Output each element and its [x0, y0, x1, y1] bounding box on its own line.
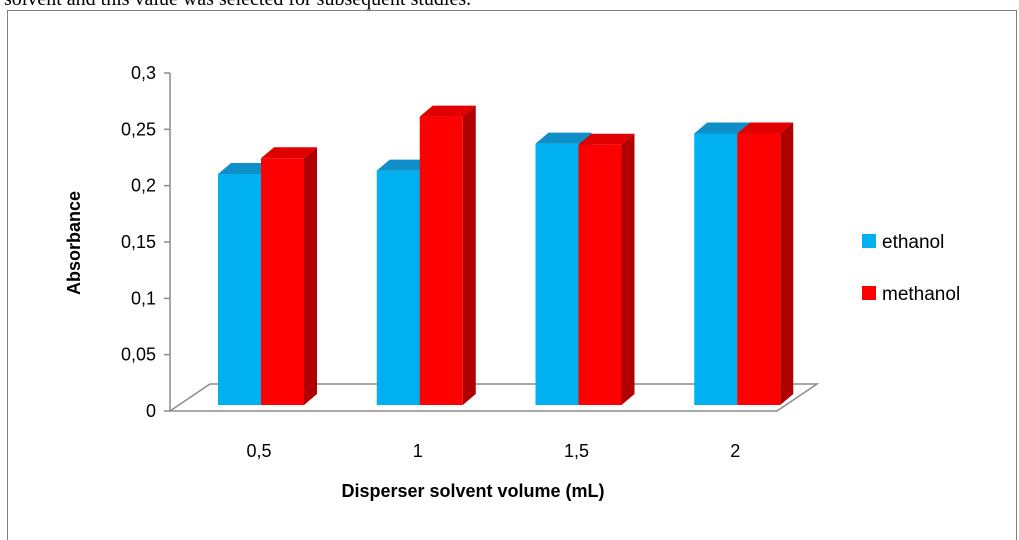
bar-top: [376, 159, 433, 171]
bar-front: [578, 144, 622, 406]
bar-front: [737, 133, 781, 405]
legend-label-methanol: methanol: [882, 284, 960, 305]
bar-top: [694, 122, 751, 134]
x-tick-label: 2: [730, 441, 740, 461]
y-tick-label: 0,15: [121, 232, 156, 252]
legend: ethanol methanol: [862, 232, 960, 305]
bar-front: [261, 158, 304, 405]
bar-side: [462, 105, 476, 405]
bar-top: [737, 122, 794, 134]
bar-top: [578, 133, 635, 145]
bar-methanol-1: [419, 105, 476, 405]
x-tick-label: 1: [413, 441, 423, 461]
caption-text: solvent and this value was selected for …: [4, 0, 1014, 11]
bar-front: [218, 174, 261, 405]
bar-front: [419, 116, 463, 405]
bar-methanol-0,5: [261, 147, 317, 405]
y-tick-label: 0,25: [121, 119, 156, 139]
bar-front: [694, 133, 738, 405]
bar-methanol-2: [737, 122, 794, 406]
legend-swatch-methanol: [862, 286, 876, 300]
legend-swatch-ethanol: [862, 234, 876, 248]
x-axis-ticks: 0,5 1 1,5 2: [246, 441, 740, 461]
x-tick-label: 1,5: [564, 441, 589, 461]
legend-label-ethanol: ethanol: [882, 232, 944, 253]
floor-plane: [167, 383, 820, 412]
y-axis-title: Absorbance: [64, 191, 84, 295]
bar-top: [419, 105, 476, 117]
bar-side: [780, 122, 794, 406]
bar-front: [376, 170, 420, 405]
bars: [218, 105, 794, 406]
y-tick-label: 0: [146, 401, 156, 421]
bar-side: [621, 133, 635, 406]
bar-side: [304, 147, 317, 405]
y-tick-label: 0,1: [131, 288, 156, 308]
chart-floor: [167, 383, 820, 412]
x-axis-title: Disperser solvent volume (mL): [341, 481, 604, 501]
y-tick-label: 0,3: [131, 63, 156, 83]
bar-front: [535, 143, 579, 405]
x-tick-label: 0,5: [246, 441, 271, 461]
y-tick-label: 0,05: [121, 345, 156, 365]
bar-top: [218, 163, 274, 175]
bar-methanol-1,5: [578, 133, 635, 406]
y-axis: 0 0,05 0,1 0,15 0,2 0,25 0,3: [121, 63, 171, 421]
chart-frame: [7, 10, 1017, 540]
bar-top: [535, 132, 592, 144]
y-tick-label: 0,2: [131, 176, 156, 196]
bar-top: [261, 147, 317, 159]
